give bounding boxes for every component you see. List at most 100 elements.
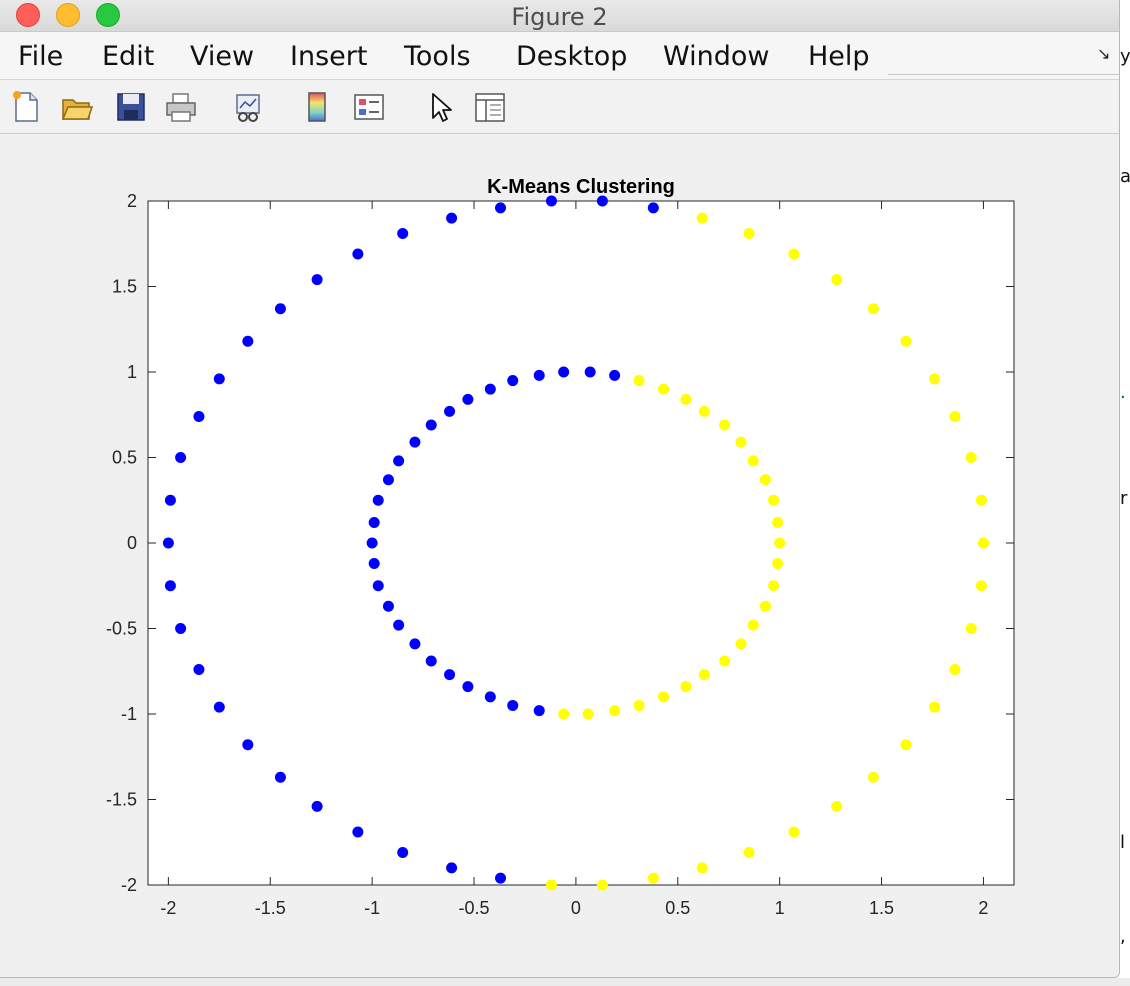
cluster-1-point: [462, 393, 474, 405]
cluster-1-point: [242, 739, 254, 751]
cluster-1-point: [274, 771, 286, 783]
cluster-2-point: [965, 623, 977, 634]
link-plot-icon[interactable]: [232, 90, 266, 124]
cluster-1-point: [409, 638, 421, 650]
cluster-2-point: [680, 681, 692, 693]
menu-separator: [888, 74, 1119, 75]
cluster-1-point: [444, 669, 456, 681]
cluster-1-point: [462, 681, 474, 693]
cluster-1-point: [558, 366, 570, 378]
cluster-1-point: [507, 699, 519, 711]
menu-file[interactable]: File: [18, 41, 64, 72]
menu-view[interactable]: View: [190, 41, 255, 72]
y-tick-label: -0.5: [106, 619, 137, 639]
cluster-1-point: [372, 494, 384, 506]
minimize-window-button[interactable]: [56, 3, 80, 27]
cluster-1-point: [533, 369, 545, 381]
cluster-1-point: [393, 455, 405, 467]
cluster-1-point: [382, 600, 394, 612]
cluster-2-point: [719, 655, 731, 667]
scatter-plot[interactable]: K-Means Clustering -2 -1.5 -1 -0.5 0 0.5 1 1.5 2 2…: [0, 134, 1120, 978]
close-window-button[interactable]: [16, 3, 40, 27]
cluster-1-point: [175, 623, 187, 634]
menu-tools[interactable]: Tools: [404, 41, 471, 72]
y-tick-label: 0: [127, 533, 137, 553]
cluster-2-point: [596, 879, 608, 891]
bottom-strip: [0, 978, 1130, 986]
cluster-1-point: [372, 580, 384, 592]
cluster-1-point: [175, 452, 187, 463]
x-tick-label: 0: [571, 898, 581, 918]
x-tick-label: -1.5: [255, 898, 286, 918]
cluster-2-point: [743, 847, 755, 859]
cluster-1-point: [425, 655, 437, 667]
menu-window[interactable]: Window: [663, 41, 770, 72]
cluster-1-point: [213, 701, 225, 713]
cluster-1-point: [368, 516, 380, 528]
new-figure-icon[interactable]: [9, 90, 43, 124]
axes-box: [147, 200, 1015, 886]
cluster-2-point: [788, 248, 800, 260]
cluster-2-point: [831, 274, 843, 286]
figure-canvas: K-Means Clustering -2 -1.5 -1 -0.5 0 0.5 1 1.5 2 2…: [0, 134, 1120, 978]
menu-help[interactable]: Help: [808, 41, 870, 72]
chart-title: K-Means Clustering: [487, 176, 675, 198]
cluster-1-point: [352, 248, 364, 260]
cluster-1-point: [596, 195, 608, 207]
cluster-2-point: [759, 474, 771, 486]
menu-bar: File Edit View Insert Tools Desktop Wind…: [0, 32, 1119, 80]
cluster-1-point: [533, 705, 545, 717]
cluster-2-point: [719, 419, 731, 431]
cluster-2-point: [680, 393, 692, 405]
x-tick-label: -1: [364, 898, 380, 918]
print-icon[interactable]: [164, 90, 198, 124]
cluster-2-point: [747, 455, 759, 467]
cluster-2-point: [977, 537, 989, 549]
cluster-2-point: [647, 872, 659, 884]
cluster-1-point: [352, 826, 364, 838]
cluster-2-point: [929, 373, 941, 385]
cluster-2-point: [774, 537, 786, 549]
dock-figure-icon[interactable]: ↘: [1097, 46, 1111, 63]
cluster-1-point: [484, 383, 496, 395]
cluster-2-point: [929, 701, 941, 713]
x-tick-label: -2: [160, 898, 176, 918]
figure-toolbar: [0, 80, 1119, 134]
cluster-1-point: [397, 847, 409, 859]
x-tick-label: 2: [978, 898, 988, 918]
select-pointer-icon[interactable]: [424, 90, 458, 124]
cluster-2-point: [735, 436, 747, 448]
cluster-2-point: [772, 516, 784, 528]
cluster-2-point: [743, 227, 755, 239]
menu-desktop[interactable]: Desktop: [516, 41, 628, 72]
colorbar-icon[interactable]: [300, 90, 334, 124]
cluster-2-point: [900, 739, 912, 751]
legend-icon[interactable]: [352, 90, 386, 124]
cluster-1-point: [446, 862, 458, 874]
cluster-1-point: [366, 537, 378, 549]
cluster-2-point: [545, 879, 557, 891]
menu-insert[interactable]: Insert: [290, 41, 368, 72]
cluster-1-point: [382, 474, 394, 486]
menu-edit[interactable]: Edit: [102, 41, 155, 72]
cluster-1-point: [545, 195, 557, 207]
open-file-icon[interactable]: [60, 90, 94, 124]
y-tick-label: -2: [121, 875, 137, 895]
cluster-1-point: [368, 558, 380, 570]
cluster-2-point: [867, 771, 879, 783]
y-tick-label: 0.5: [112, 448, 137, 468]
x-tick-label: 1.5: [869, 898, 894, 918]
zoom-window-button[interactable]: [96, 3, 120, 27]
title-bar[interactable]: Figure 2: [0, 0, 1119, 32]
save-icon[interactable]: [114, 90, 148, 124]
cluster-1-point: [446, 212, 458, 224]
cluster-2-point: [975, 580, 987, 592]
cluster-2-point: [735, 638, 747, 650]
property-inspector-icon[interactable]: [473, 90, 507, 124]
cluster-2-point: [759, 600, 771, 612]
cluster-2-point: [949, 664, 961, 676]
x-tick-label: -0.5: [459, 898, 490, 918]
cluster-1-point: [162, 537, 174, 549]
cluster-2-point: [698, 669, 710, 681]
